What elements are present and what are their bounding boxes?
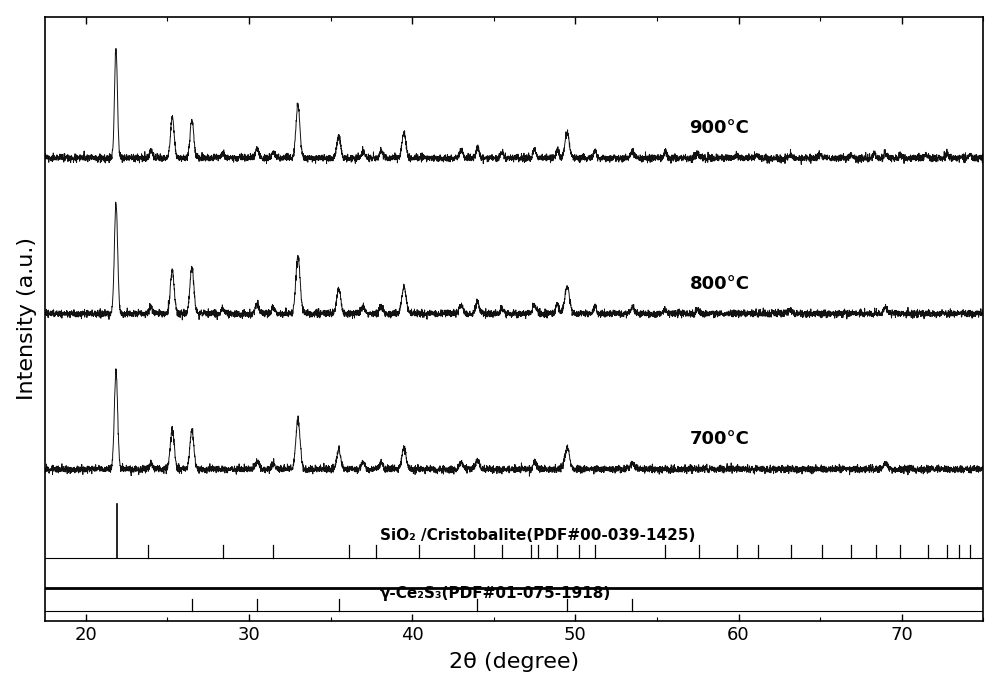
Text: 700°C: 700°C (690, 431, 749, 449)
Y-axis label: Intensity (a.u.): Intensity (a.u.) (17, 238, 37, 400)
Text: γ-Ce₂S₃(PDF#01-075-1918): γ-Ce₂S₃(PDF#01-075-1918) (380, 586, 611, 601)
Text: 800°C: 800°C (690, 275, 750, 293)
X-axis label: 2θ (degree): 2θ (degree) (449, 652, 579, 672)
Text: SiO₂ /Cristobalite(PDF#00-039-1425): SiO₂ /Cristobalite(PDF#00-039-1425) (380, 528, 695, 543)
Text: 900°C: 900°C (690, 119, 749, 137)
